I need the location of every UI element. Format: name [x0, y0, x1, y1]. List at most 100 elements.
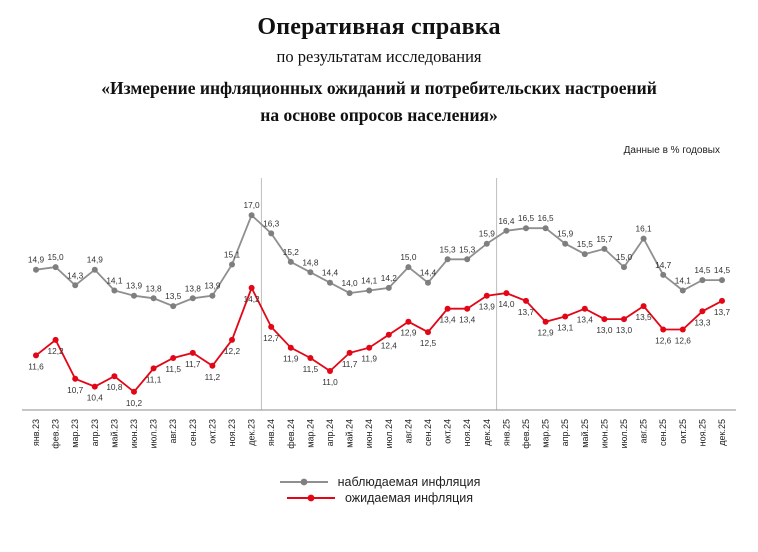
svg-text:13,9: 13,9 — [126, 281, 143, 291]
svg-text:15,0: 15,0 — [616, 252, 633, 262]
svg-text:дек.25: дек.25 — [717, 419, 727, 446]
svg-text:янв.24: янв.24 — [266, 419, 276, 446]
svg-text:июн.25: июн.25 — [599, 419, 609, 448]
units-note: Данные в % годовых — [623, 145, 720, 157]
svg-text:16,1: 16,1 — [636, 224, 653, 234]
svg-text:15,3: 15,3 — [440, 245, 457, 255]
svg-text:июн.23: июн.23 — [129, 419, 139, 448]
svg-text:13,1: 13,1 — [557, 323, 574, 333]
svg-text:10,2: 10,2 — [126, 398, 143, 408]
svg-text:14,1: 14,1 — [106, 276, 123, 286]
svg-text:13,9: 13,9 — [204, 281, 221, 291]
svg-text:апр.25: апр.25 — [560, 419, 570, 446]
svg-text:ноя.23: ноя.23 — [227, 419, 237, 446]
legend-label-observed: наблюдаемая инфляция — [337, 475, 481, 490]
svg-text:окт.24: окт.24 — [443, 419, 453, 444]
svg-text:16,5: 16,5 — [538, 213, 555, 223]
svg-text:16,5: 16,5 — [518, 213, 535, 223]
observed-series-marker-icon — [278, 477, 330, 487]
svg-text:11,5: 11,5 — [303, 364, 319, 374]
svg-text:мар.24: мар.24 — [305, 419, 315, 448]
legend-label-expected: ожидаемая инфляция — [344, 491, 473, 506]
svg-text:13,7: 13,7 — [714, 307, 731, 317]
svg-text:14,8: 14,8 — [302, 258, 319, 268]
svg-text:11,5: 11,5 — [165, 364, 181, 374]
svg-text:14,1: 14,1 — [675, 276, 692, 286]
svg-text:окт.23: окт.23 — [207, 419, 217, 444]
svg-text:15,2: 15,2 — [283, 247, 300, 257]
svg-text:14,7: 14,7 — [655, 260, 672, 270]
svg-text:авг.23: авг.23 — [168, 419, 178, 443]
svg-text:12,9: 12,9 — [400, 328, 417, 338]
svg-text:13,9: 13,9 — [479, 302, 496, 312]
svg-text:сен.24: сен.24 — [423, 419, 433, 446]
svg-text:16,4: 16,4 — [498, 216, 515, 226]
svg-text:12,9: 12,9 — [538, 328, 555, 338]
svg-text:12,6: 12,6 — [675, 336, 692, 346]
svg-text:авг.25: авг.25 — [639, 419, 649, 443]
svg-text:мар.23: мар.23 — [70, 419, 80, 448]
svg-text:15,7: 15,7 — [596, 234, 613, 244]
svg-text:13,0: 13,0 — [596, 325, 613, 335]
svg-text:янв.23: янв.23 — [31, 419, 41, 446]
svg-text:15,0: 15,0 — [400, 252, 417, 262]
study-title-line2: на основе опросов населения» — [260, 105, 498, 126]
page-subtitle: по результатам исследования — [276, 47, 482, 66]
svg-text:окт.25: окт.25 — [678, 419, 688, 444]
page-title: Оперативная справка — [257, 14, 501, 40]
svg-text:14,4: 14,4 — [420, 268, 437, 278]
study-title-line1: «Измерение инфляционных ожиданий и потре… — [101, 78, 657, 98]
svg-text:10,8: 10,8 — [106, 382, 123, 392]
svg-text:16,3: 16,3 — [263, 219, 280, 229]
svg-text:14,5: 14,5 — [694, 265, 711, 275]
svg-text:ноя.25: ноя.25 — [697, 419, 707, 446]
svg-text:июл.25: июл.25 — [619, 419, 629, 448]
svg-text:12,2: 12,2 — [224, 346, 241, 356]
svg-text:14,9: 14,9 — [87, 255, 104, 265]
svg-text:13,5: 13,5 — [636, 312, 653, 322]
svg-text:12,4: 12,4 — [381, 341, 398, 351]
svg-text:14,2: 14,2 — [381, 273, 398, 283]
svg-text:17,0: 17,0 — [244, 200, 261, 210]
svg-text:апр.24: апр.24 — [325, 419, 335, 446]
svg-text:14,4: 14,4 — [322, 268, 339, 278]
svg-text:янв.25: янв.25 — [501, 419, 511, 446]
svg-text:фев.25: фев.25 — [521, 419, 531, 449]
svg-text:15,3: 15,3 — [459, 245, 476, 255]
svg-text:июл.23: июл.23 — [149, 419, 159, 448]
svg-text:15,9: 15,9 — [479, 229, 496, 239]
svg-text:сен.23: сен.23 — [188, 419, 198, 446]
svg-text:14,2: 14,2 — [244, 294, 261, 304]
svg-text:13,3: 13,3 — [694, 318, 711, 328]
svg-text:11,0: 11,0 — [322, 377, 338, 387]
svg-text:13,8: 13,8 — [146, 284, 163, 294]
svg-text:15,9: 15,9 — [557, 229, 574, 239]
svg-text:апр.23: апр.23 — [90, 419, 100, 446]
svg-text:14,0: 14,0 — [342, 278, 359, 288]
svg-text:13,4: 13,4 — [577, 315, 594, 325]
svg-text:10,7: 10,7 — [67, 385, 84, 395]
svg-text:14,5: 14,5 — [714, 265, 731, 275]
svg-text:15,5: 15,5 — [577, 239, 594, 249]
inflation-line-chart: 14,9 15,0 14,3 14,9 14,1 13,9 13,8 13,5 13,8 13,9… — [0, 158, 758, 475]
svg-text:13,7: 13,7 — [518, 307, 535, 317]
svg-text:июл.24: июл.24 — [384, 419, 394, 448]
svg-text:15,0: 15,0 — [48, 252, 65, 262]
svg-text:11,1: 11,1 — [146, 375, 162, 385]
svg-text:10,4: 10,4 — [87, 393, 104, 403]
legend-item-expected: ожидаемая инфляция — [285, 491, 473, 505]
svg-text:11,6: 11,6 — [28, 362, 44, 372]
svg-text:фев.23: фев.23 — [51, 419, 61, 449]
svg-text:май.25: май.25 — [580, 419, 590, 448]
svg-text:май.23: май.23 — [109, 419, 119, 448]
svg-text:13,8: 13,8 — [185, 284, 202, 294]
svg-text:14,1: 14,1 — [361, 276, 378, 286]
chart-legend: наблюдаемая инфляция ожидаемая инфляция — [0, 475, 758, 505]
svg-text:13,0: 13,0 — [616, 325, 633, 335]
svg-text:11,7: 11,7 — [185, 359, 201, 369]
svg-text:дек.24: дек.24 — [482, 419, 492, 446]
svg-text:ноя.24: ноя.24 — [462, 419, 472, 446]
svg-text:11,9: 11,9 — [283, 354, 299, 364]
svg-text:14,0: 14,0 — [498, 299, 515, 309]
